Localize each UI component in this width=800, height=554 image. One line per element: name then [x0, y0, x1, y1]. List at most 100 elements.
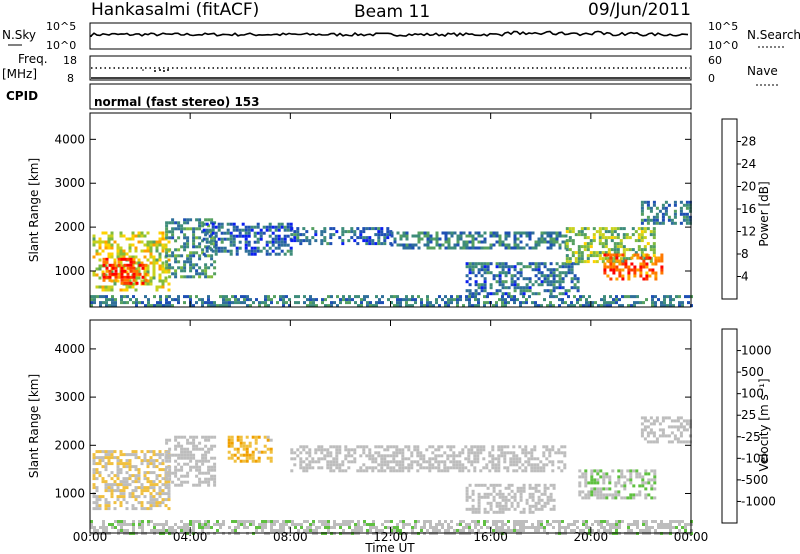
heatmap-cell [663, 523, 666, 526]
heatmap-cell [332, 445, 336, 449]
heatmap-cell [630, 304, 633, 308]
heatmap-cell [543, 492, 547, 496]
heatmap-cell [117, 529, 120, 532]
heatmap-cell [253, 225, 257, 229]
heatmap-cell [516, 277, 520, 281]
heatmap-cell [435, 240, 439, 244]
heatmap-cell [141, 529, 144, 532]
heatmap-cell [113, 240, 117, 244]
heatmap-cell [670, 221, 674, 225]
heatmap-cell [640, 422, 644, 426]
heatmap-cell [640, 218, 644, 222]
heatmap-cell [609, 268, 613, 272]
heatmap-cell [104, 264, 108, 268]
heatmap-cell [113, 489, 117, 493]
heatmap-cell [567, 526, 570, 529]
heatmap-cell [95, 267, 99, 271]
heatmap-cell [107, 255, 111, 259]
heatmap-cell [401, 454, 405, 458]
heatmap-cell [149, 276, 153, 280]
heatmap-cell [155, 504, 159, 508]
heatmap-cell [548, 448, 552, 452]
heatmap-cell [628, 257, 632, 261]
heatmap-cell [522, 526, 525, 529]
heatmap-cell [507, 483, 511, 487]
heatmap-cell [320, 230, 324, 234]
heatmap-cell [610, 227, 614, 231]
heatmap-cell [138, 301, 141, 305]
heatmap-cell [134, 474, 138, 478]
heatmap-cell [320, 466, 324, 470]
heatmap-cell [540, 271, 544, 275]
heatmap-cell [231, 295, 234, 299]
heatmap-cell [201, 526, 204, 529]
heatmap-cell [423, 304, 426, 308]
heatmap-cell [240, 301, 243, 305]
heatmap-cell [204, 438, 208, 442]
heatmap-cell [128, 495, 132, 499]
heatmap-cell [220, 240, 224, 244]
heatmap-cell [504, 292, 508, 296]
heatmap-cell [222, 295, 225, 299]
heatmap-cell [640, 227, 644, 231]
heatmap-cell [557, 448, 561, 452]
heatmap-cell [213, 456, 217, 460]
heatmap-cell [128, 243, 132, 247]
heatmap-cell [468, 268, 472, 272]
heatmap-cell [667, 425, 671, 429]
heatmap-cell [168, 453, 172, 457]
heatmap-cell [174, 227, 178, 231]
heatmap-cell [488, 460, 492, 464]
heatmap-cell [555, 240, 559, 244]
heatmap-cell [132, 266, 136, 270]
heatmap-cell [98, 243, 102, 247]
heatmap-cell [610, 233, 614, 237]
heatmap-cell [314, 451, 318, 455]
heatmap-cell [122, 489, 126, 493]
heatmap-cell [679, 425, 683, 429]
heatmap-cell [480, 262, 484, 266]
heatmap-cell [653, 496, 657, 500]
heatmap-cell [519, 492, 523, 496]
heatmap-cell [491, 466, 495, 470]
heatmap-cell [350, 230, 354, 234]
heatmap-cell [105, 260, 109, 264]
heatmap-cell [129, 263, 133, 267]
heatmap-cell [534, 526, 537, 529]
heatmap-cell [155, 459, 159, 463]
heatmap-cell [521, 463, 525, 467]
heatmap-cell [622, 245, 626, 249]
heatmap-cell [192, 520, 195, 523]
heatmap-cell [651, 298, 654, 302]
heatmap-cell [250, 228, 254, 232]
heatmap-cell [155, 465, 159, 469]
heatmap-cell [146, 465, 150, 469]
heatmap-cell [198, 257, 202, 261]
heatmap-cell [375, 529, 378, 532]
heatmap-cell [229, 231, 233, 235]
heatmap-cell [192, 242, 196, 246]
heatmap-cell [525, 265, 529, 269]
heatmap-cell [528, 231, 532, 235]
heatmap-cell [623, 487, 627, 491]
heatmap-cell [504, 231, 508, 235]
heatmap-cell [390, 234, 394, 238]
heatmap-cell [647, 472, 651, 476]
heatmap-cell [365, 242, 369, 246]
heatmap-cell [609, 256, 613, 260]
heatmap-cell [158, 474, 162, 478]
heatmap-cell [639, 268, 643, 272]
heatmap-cell [426, 234, 430, 238]
heatmap-cell [311, 466, 315, 470]
heatmap-cell [528, 280, 532, 284]
heatmap-cell [219, 295, 222, 299]
heatmap-cell [651, 520, 654, 523]
heatmap-cell [491, 460, 495, 464]
heatmap-cell [486, 246, 490, 250]
colorbar-tick-label: 100 [741, 387, 764, 401]
heatmap-cell [658, 209, 662, 213]
heatmap-cell [134, 450, 138, 454]
heatmap-cell [98, 504, 102, 508]
heatmap-cell [658, 422, 662, 426]
heatmap-cell [685, 440, 689, 444]
